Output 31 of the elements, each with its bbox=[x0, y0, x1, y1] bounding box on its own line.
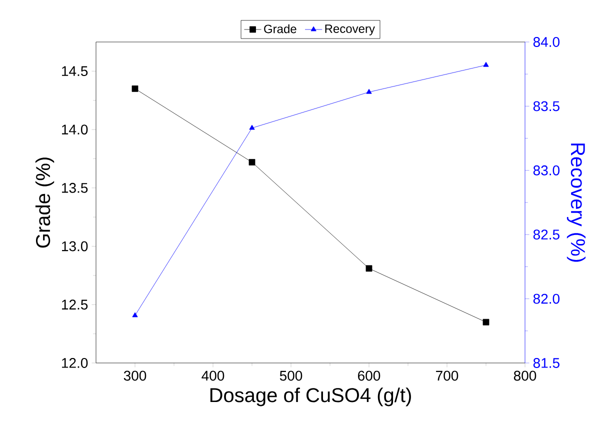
point bbox=[248, 159, 256, 166]
x-tick-label: 800 bbox=[514, 370, 536, 381]
x-tick-label: 400 bbox=[202, 370, 224, 381]
point bbox=[366, 265, 372, 272]
x-tick-label: 700 bbox=[436, 370, 458, 381]
y2-tick-label: 84.0 bbox=[533, 37, 560, 47]
y2-tick-label: 82.5 bbox=[533, 230, 560, 240]
y2-tick-label: 81.5 bbox=[533, 358, 560, 368]
point bbox=[482, 318, 490, 326]
legend-label: Grade bbox=[264, 24, 296, 34]
y-axis-title: Grade (%) bbox=[35, 158, 54, 248]
y2-axis-title: Recovery (%) bbox=[566, 144, 586, 262]
y-tick-label: 12.0 bbox=[62, 358, 88, 368]
point bbox=[249, 124, 255, 130]
point bbox=[132, 85, 138, 92]
point bbox=[483, 62, 489, 67]
y2-tick-label: 82.0 bbox=[533, 294, 560, 304]
legend-label: Recovery bbox=[325, 24, 375, 36]
y-tick-label: 14.5 bbox=[62, 66, 88, 76]
y-tick-label: 13.5 bbox=[62, 182, 88, 193]
y-tick-label: 12.5 bbox=[62, 300, 88, 310]
y-tick-label: 14.0 bbox=[62, 124, 88, 134]
y2-tick-label: 83.5 bbox=[533, 101, 560, 112]
y-tick-label: 13.0 bbox=[62, 241, 88, 252]
point bbox=[132, 312, 138, 318]
y2-tick-label: 83.0 bbox=[533, 165, 560, 176]
point bbox=[366, 88, 372, 94]
x-tick-label: 600 bbox=[358, 370, 380, 381]
x-axis-title: Dosage of CuSO4 (g/t) bbox=[210, 388, 411, 406]
x-tick-label: 300 bbox=[124, 370, 146, 381]
x-tick-label: 500 bbox=[280, 370, 302, 381]
